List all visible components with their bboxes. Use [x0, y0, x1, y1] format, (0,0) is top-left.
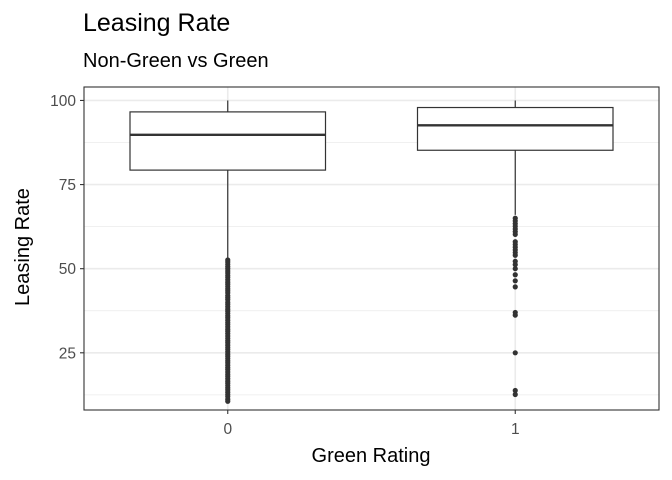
outlier-point — [512, 391, 518, 398]
chart-title: Leasing Rate — [83, 9, 230, 37]
outlier-point — [512, 284, 518, 290]
outlier-point — [512, 262, 518, 268]
y-axis-title: Leasing Rate — [12, 188, 34, 306]
panel-border — [83, 86, 660, 411]
outlier-point — [512, 278, 518, 284]
y-tick-label: 25 — [59, 345, 76, 362]
outlier-point — [512, 252, 518, 258]
outlier-point — [512, 387, 518, 394]
outlier-point — [512, 350, 518, 356]
plot-area: 25 50 75 100 0 1 — [50, 86, 660, 438]
x-tick-label: 1 — [511, 421, 520, 438]
outlier-point — [512, 312, 518, 318]
box-iqr — [129, 111, 327, 171]
outlier-point — [512, 272, 518, 278]
y-tick-label: 75 — [59, 177, 76, 194]
outlier-point — [512, 266, 518, 272]
x-axis-title: Green Rating — [312, 445, 431, 467]
outlier-point — [512, 231, 518, 237]
chart-subtitle: Non-Green vs Green — [83, 50, 269, 72]
outlier-point — [225, 398, 231, 404]
box-iqr — [416, 106, 614, 151]
y-tick-label: 100 — [50, 93, 76, 110]
y-tick-label: 50 — [59, 261, 77, 278]
x-tick-label: 0 — [223, 421, 232, 438]
